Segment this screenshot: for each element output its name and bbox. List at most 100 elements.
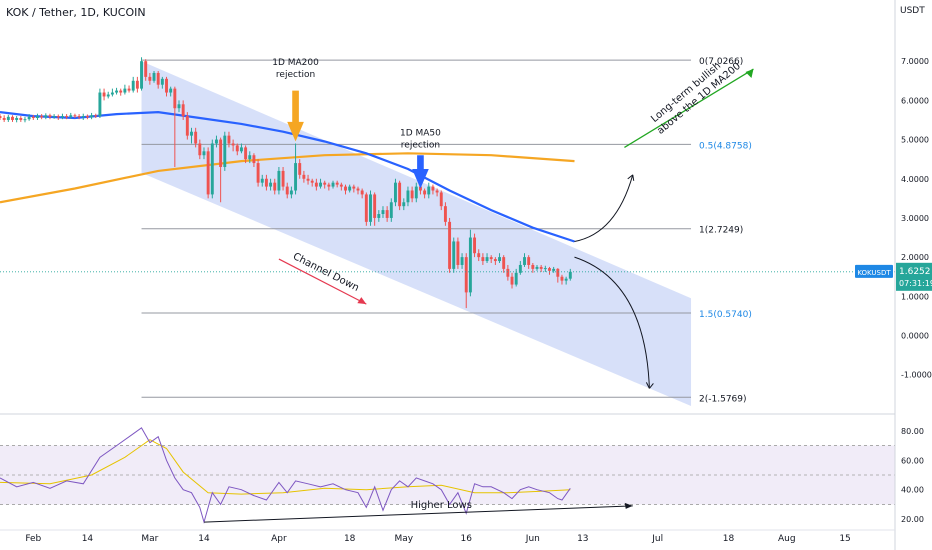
candle-body: [94, 115, 98, 117]
candle-body: [489, 257, 493, 260]
time-axis-tick: Mar: [141, 534, 158, 544]
candle-body: [123, 88, 127, 93]
candle-body: [165, 78, 168, 93]
candle-body: [527, 257, 531, 265]
candle-body: [535, 266, 539, 269]
higher-lows-trendline: [203, 505, 633, 523]
candle-body: [456, 241, 460, 265]
candle-body: [477, 253, 481, 258]
candle-body: [173, 88, 177, 109]
candle-body: [11, 116, 14, 120]
rsi-axis-tick: 40.00: [901, 486, 924, 495]
candle-body: [269, 182, 273, 187]
time-axis-tick: Jul: [651, 534, 663, 544]
higher-lows-arrowhead-icon: [624, 502, 633, 509]
candle-body: [144, 61, 148, 77]
price-axis-tick: 1.0000: [901, 292, 929, 301]
candle-body: [518, 264, 522, 273]
candle-body: [502, 257, 506, 269]
candle-body: [498, 257, 501, 262]
candle-body: [323, 182, 327, 185]
candle-body: [6, 116, 10, 120]
background-layer: 0(7.0266) 0.5(4.8758) 1(2.7249) 1.5(0.5740)…: [141, 57, 752, 407]
candle-body: [414, 186, 418, 199]
candle-body: [327, 184, 331, 187]
candle-body: [252, 155, 256, 164]
time-axis-tick: Apr: [271, 534, 287, 544]
candle-body: [294, 163, 298, 191]
bullish-arrow-line: [624, 68, 754, 148]
candle-body: [206, 151, 210, 195]
candle-body: [256, 163, 260, 183]
time-axis-tick: Jun: [525, 534, 540, 544]
candle-body: [202, 151, 206, 156]
rsi-pane: Higher Lows: [0, 427, 895, 524]
time-axis-tick: 14: [82, 534, 94, 544]
candle-body: [460, 257, 464, 265]
candle-body: [331, 182, 335, 187]
candle-body: [77, 116, 81, 118]
candle-body: [40, 116, 44, 118]
candle-body: [260, 178, 264, 183]
candle-body: [36, 116, 39, 119]
last-price-countdown: 07:31:19: [899, 279, 932, 288]
candle-body: [73, 115, 77, 117]
fib-level-label: 1(2.7249): [699, 226, 743, 236]
candle-body: [44, 115, 48, 118]
candle-body: [289, 190, 293, 195]
candle-body: [156, 72, 160, 85]
candle-body: [523, 257, 526, 265]
candle-body: [435, 190, 439, 193]
candle-body: [335, 182, 339, 185]
candle-body: [481, 257, 485, 262]
annotation-ma200-subtitle: rejection: [276, 70, 315, 80]
candle-body: [431, 186, 435, 191]
candle-body: [48, 115, 52, 117]
candle-body: [110, 92, 114, 95]
candle-body: [23, 119, 27, 121]
time-axis-tick: 18: [344, 534, 356, 544]
candle-body: [244, 147, 248, 160]
candle-body: [306, 178, 310, 181]
fib-level-label: 0(7.0266): [699, 57, 743, 67]
channel-down-area: [141, 61, 692, 407]
candle-body: [402, 202, 406, 207]
candle-body: [281, 170, 285, 187]
candle-body: [19, 118, 23, 120]
candle-body: [406, 190, 410, 203]
time-axis-tick: 13: [577, 534, 588, 544]
price-axis-tick: 3.0000: [901, 214, 929, 223]
candle-body: [485, 257, 489, 262]
candle-body: [2, 118, 6, 120]
candle-body: [223, 135, 227, 167]
symbol-badge-label: KOKUSDT: [857, 269, 891, 277]
candle-body: [140, 61, 143, 89]
candle-body: [356, 188, 360, 191]
projection-up-curve: [574, 174, 634, 242]
candle-body: [160, 78, 164, 85]
candle-body: [539, 266, 543, 269]
annotation-ma50-subtitle: rejection: [401, 140, 440, 150]
candle-body: [352, 186, 356, 189]
time-axis-tick: Feb: [25, 534, 41, 544]
candle-body: [360, 190, 364, 195]
candle-body: [493, 259, 497, 262]
candle-body: [373, 194, 377, 218]
candle-body: [190, 131, 193, 136]
candle-body: [314, 182, 318, 187]
annotation-ma50-title: 1D MA50: [400, 129, 441, 139]
candle-body: [185, 116, 189, 136]
candle-body: [264, 178, 268, 187]
price-axis-tick: 2.0000: [901, 253, 929, 262]
last-price-badge: [896, 262, 932, 291]
annotation-ma200-title: 1D MA200: [272, 58, 319, 68]
candle-body: [69, 115, 73, 117]
fib-level-label: 0.5(4.8758): [699, 141, 752, 151]
ma200-rejection-arrow-icon: [287, 90, 304, 142]
candle-body: [548, 268, 551, 271]
candle-body: [564, 278, 568, 281]
candle-body: [0, 116, 2, 119]
time-axis-tick: 14: [198, 534, 210, 544]
ma200-line: [0, 152, 575, 204]
